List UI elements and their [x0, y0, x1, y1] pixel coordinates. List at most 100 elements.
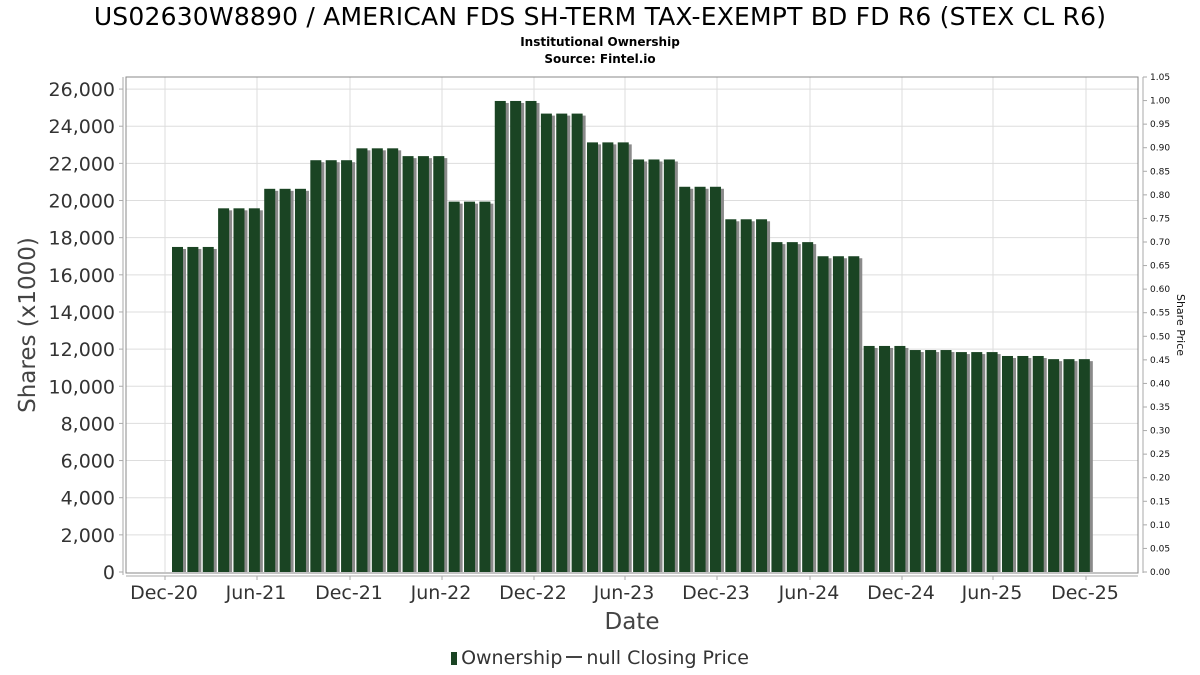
- bar: [464, 201, 476, 572]
- bar: [694, 186, 706, 572]
- bar: [1078, 359, 1090, 572]
- bar: [756, 219, 768, 572]
- y-right-tick-label: 0.75: [1150, 214, 1170, 224]
- y-tick-label: 6,000: [61, 451, 115, 473]
- y-right-tick-label: 0.80: [1150, 191, 1170, 201]
- bar: [202, 246, 214, 572]
- bar: [479, 201, 491, 572]
- y-axis-left-ticks: 0 2,000 4,000 6,000 8,000 10,000 12,000 14,000 1…: [49, 79, 123, 584]
- x-axis-title: Date: [605, 609, 660, 635]
- legend-ownership-swatch: [451, 652, 458, 665]
- bar-series-ownership: [172, 100, 1093, 572]
- x-tick-label: Dec-23: [682, 582, 750, 604]
- bar: [679, 186, 691, 572]
- chart-title: US02630W8890 / AMERICAN FDS SH-TERM TAX-…: [93, 2, 1107, 31]
- x-tick-label: Jun-25: [961, 582, 1023, 604]
- y-right-tick-label: 0.50: [1150, 332, 1170, 342]
- bar: [1048, 359, 1060, 572]
- bar: [510, 100, 522, 572]
- bar: [894, 345, 906, 572]
- bar: [602, 142, 614, 572]
- chart-subtitle: Institutional Ownership: [520, 35, 680, 49]
- y-tick-label: 14,000: [49, 302, 115, 324]
- y-right-tick-label: 0.95: [1150, 120, 1170, 130]
- y-axis-title: Shares (x1000): [15, 237, 41, 413]
- y-tick-label: 2,000: [61, 525, 115, 547]
- bar: [1032, 355, 1044, 572]
- bar: [494, 100, 506, 572]
- x-tick-label: Dec-24: [867, 582, 935, 604]
- y-right-tick-label: 0.35: [1150, 403, 1170, 413]
- bar: [218, 208, 230, 572]
- bar: [663, 159, 675, 572]
- x-tick-label: Jun-24: [778, 582, 840, 604]
- bar: [740, 219, 752, 572]
- x-tick-label: Jun-23: [593, 582, 655, 604]
- y-axis-right-ticks: 0.00 0.05 0.10 0.15 0.20 0.25 0.30 0.35 0.40 0.45…: [1143, 73, 1170, 578]
- y-right-tick-label: 0.05: [1150, 544, 1170, 554]
- y-tick-label: 16,000: [49, 265, 115, 287]
- y-right-tick-label: 1.05: [1150, 73, 1170, 83]
- plot-area-border: [125, 76, 1139, 574]
- x-tick-label: Dec-22: [499, 582, 567, 604]
- y-right-tick-label: 0.65: [1150, 262, 1170, 272]
- bar: [571, 113, 583, 572]
- x-tick-label: Dec-20: [130, 582, 198, 604]
- bar: [909, 350, 921, 572]
- y-right-tick-label: 0.00: [1150, 568, 1170, 578]
- y-right-tick-label: 0.85: [1150, 167, 1170, 177]
- bar: [940, 350, 952, 572]
- bar: [371, 148, 383, 572]
- bar: [172, 246, 183, 572]
- y-right-tick-label: 1.00: [1150, 97, 1170, 107]
- bar: [725, 219, 737, 572]
- bar: [802, 242, 814, 572]
- y-tick-label: 12,000: [49, 339, 115, 361]
- legend: Ownership null Closing Price: [0, 647, 1200, 669]
- bar: [971, 352, 983, 572]
- legend-price-line-swatch: [566, 656, 583, 658]
- bar: [817, 256, 829, 572]
- bar: [525, 100, 537, 572]
- y-tick-label: 22,000: [49, 153, 115, 175]
- bar: [556, 113, 568, 572]
- x-axis-ticks: Dec-20 Jun-21 Dec-21 Jun-22 Dec-22 Jun-23 Dec-…: [130, 576, 1119, 604]
- y-tick-label: 0: [103, 562, 115, 584]
- y-right-tick-label: 0.25: [1150, 450, 1170, 460]
- bar: [1017, 355, 1029, 572]
- y-tick-label: 4,000: [61, 488, 115, 510]
- x-tick-label: Jun-21: [225, 582, 287, 604]
- bar: [925, 350, 937, 572]
- bar: [402, 156, 414, 572]
- bar: [187, 246, 199, 572]
- bar: [1063, 359, 1075, 572]
- bar: [264, 188, 276, 572]
- y-right-tick-label: 0.20: [1150, 474, 1170, 484]
- bar: [294, 188, 306, 572]
- bar: [586, 142, 598, 572]
- bar: [648, 159, 660, 572]
- bar: [448, 201, 460, 572]
- bar: [986, 352, 998, 572]
- bar: [848, 256, 860, 572]
- y-tick-label: 26,000: [49, 79, 115, 101]
- y-right-tick-label: 0.15: [1150, 497, 1170, 507]
- y-axis-right-title: Share Price: [1174, 294, 1187, 356]
- bar: [248, 208, 260, 572]
- bar: [786, 242, 798, 572]
- y-right-tick-label: 0.60: [1150, 285, 1170, 295]
- bar: [1001, 355, 1013, 572]
- bar: [433, 156, 445, 572]
- x-tick-label: Jun-22: [410, 582, 472, 604]
- y-right-tick-label: 0.10: [1150, 521, 1170, 531]
- bar: [417, 156, 429, 572]
- y-tick-label: 8,000: [61, 413, 115, 435]
- bar: [279, 188, 291, 572]
- legend-price-label: null Closing Price: [586, 647, 749, 669]
- y-tick-label: 18,000: [49, 228, 115, 250]
- y-tick-label: 10,000: [49, 376, 115, 398]
- bar: [540, 113, 552, 572]
- bar: [832, 256, 844, 572]
- y-tick-label: 24,000: [49, 116, 115, 138]
